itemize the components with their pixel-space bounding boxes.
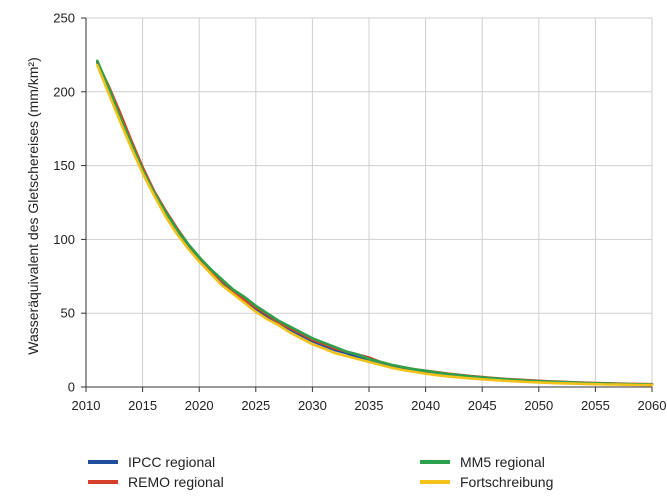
legend-label-mm5: MM5 regional [460,454,545,470]
legend-swatch-fortschreibung [420,480,450,484]
legend-item-fortschreibung: Fortschreibung [420,472,553,492]
x-tick-label: 2020 [185,398,214,413]
legend-item-ipcc: IPCC regional [88,452,215,472]
series-layer [96,59,654,387]
x-tick-label: 2010 [72,398,101,413]
x-ticks: 2010 2015 2020 2025 2030 2035 2040 2045 2050 2055… [72,387,667,413]
y-tick-label: 150 [53,158,75,173]
x-tick-label: 2015 [128,398,157,413]
x-tick-label: 2055 [581,398,610,413]
legend-swatch-remo [88,480,118,484]
legend-label-fortschreibung: Fortschreibung [460,474,554,490]
y-tick-label: 0 [68,380,75,395]
legend-swatch-mm5 [420,460,450,464]
legend-swatch-ipcc [88,460,118,464]
x-tick-label: 2045 [468,398,497,413]
series-line-fortschreibung [96,63,654,387]
x-tick-label: 2060 [638,398,667,413]
legend-item-remo: REMO regional [88,472,224,492]
x-tick-label: 2040 [411,398,440,413]
x-tick-label: 2050 [524,398,553,413]
y-tick-label: 200 [53,84,75,99]
grid [86,17,653,387]
y-axis-label: Wasseräquivalent des Gletschereises (mm/… [25,57,41,354]
series-line-mm5 [96,59,654,386]
x-tick-label: 2035 [355,398,384,413]
legend: IPCC regional REMO regional MM5 regional… [88,452,648,492]
legend-label-remo: REMO regional [128,474,224,490]
legend-item-mm5: MM5 regional [420,452,545,472]
series-line-remo [96,60,654,386]
y-tick-label: 100 [53,232,75,247]
x-tick-label: 2030 [298,398,327,413]
legend-label-ipcc: IPCC regional [128,454,216,470]
y-ticks: 0 50 100 150 200 250 [53,11,86,395]
y-tick-label: 250 [53,11,75,26]
y-tick-label: 50 [61,306,75,321]
series-line-ipcc [96,60,654,386]
x-tick-label: 2025 [241,398,270,413]
